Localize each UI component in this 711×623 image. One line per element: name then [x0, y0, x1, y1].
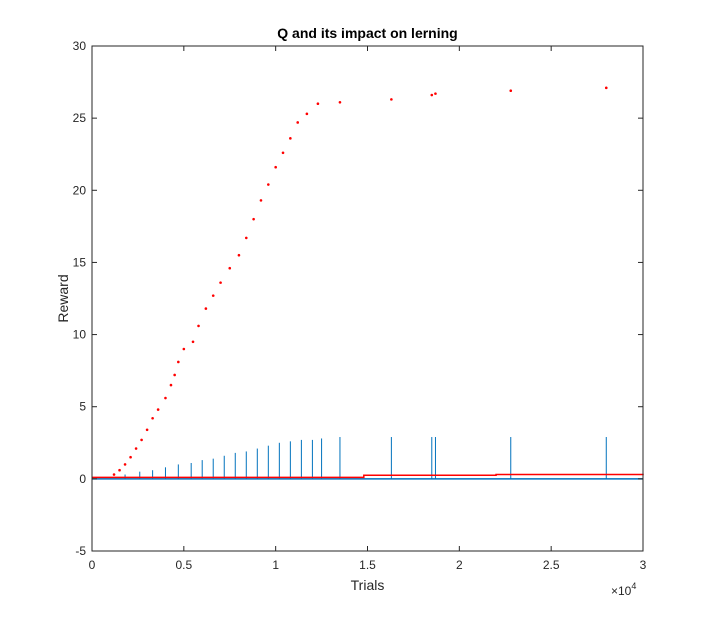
y-tick-label: 20 [73, 183, 87, 197]
chart-title: Q and its impact on lerning [277, 25, 457, 41]
data-point [289, 137, 292, 140]
data-point [145, 428, 149, 432]
x-tick-label: 3 [640, 558, 647, 572]
data-point [305, 112, 309, 116]
data-point [252, 217, 255, 221]
y-tick-label: 15 [73, 255, 87, 269]
data-point [169, 383, 173, 387]
data-point [509, 89, 513, 93]
data-point [211, 294, 215, 297]
data-point [151, 416, 154, 420]
y-tick-label: 30 [73, 39, 87, 53]
step-line [92, 473, 644, 479]
data-layer [92, 86, 644, 480]
data-point [118, 468, 121, 472]
data-point [430, 93, 434, 97]
data-point [338, 100, 342, 104]
x-axis-exponent-base: ×10 [611, 584, 632, 598]
data-point [267, 183, 270, 186]
data-point [129, 455, 132, 459]
x-tick-label: 1 [272, 558, 279, 572]
data-point [316, 102, 320, 106]
x-axis-label: Trials [351, 577, 385, 593]
data-point [164, 396, 167, 400]
data-point [123, 463, 127, 466]
data-point [228, 266, 232, 270]
data-point [197, 324, 200, 328]
x-tick-label: 0 [89, 558, 96, 572]
data-point [296, 121, 300, 124]
y-tick-label: -5 [75, 544, 86, 558]
data-point [237, 253, 241, 257]
x-tick-label: 0.5 [175, 558, 192, 572]
data-point [191, 340, 195, 344]
x-axis-exponent-power: 4 [631, 581, 636, 591]
data-point [112, 473, 116, 476]
data-point [140, 438, 143, 442]
data-point [259, 199, 263, 202]
data-point [156, 408, 160, 411]
data-point [604, 86, 608, 90]
data-point [173, 373, 176, 377]
x-tick-label: 2 [456, 558, 463, 572]
x-tick-label: 1.5 [359, 558, 376, 572]
data-point [182, 347, 186, 351]
x-axis-exponent: ×104 [611, 581, 636, 598]
data-point [390, 98, 393, 101]
y-tick-label: 5 [79, 400, 86, 414]
y-tick-label: 25 [73, 111, 87, 125]
x-tick-label: 2.5 [543, 558, 560, 572]
data-point [434, 92, 437, 95]
data-point [244, 236, 248, 240]
data-point [281, 151, 285, 155]
data-point [204, 307, 208, 310]
y-tick-label: 0 [79, 472, 86, 486]
data-point [177, 360, 180, 364]
data-point [219, 281, 222, 284]
y-axis-label: Reward [55, 274, 71, 322]
data-point [134, 447, 138, 450]
y-tick-label: 10 [73, 328, 87, 342]
data-point [274, 165, 277, 169]
